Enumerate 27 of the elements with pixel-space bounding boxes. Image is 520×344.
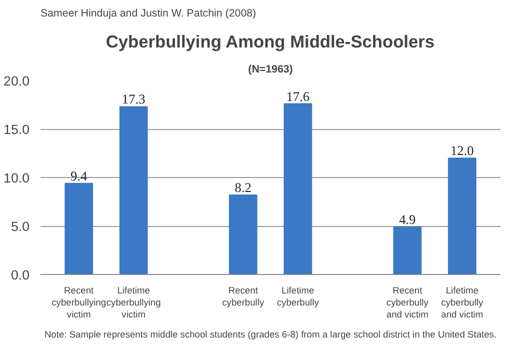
x-tick-label: Lifetime cyberbully (276, 286, 320, 308)
data-label: 4.9 (399, 212, 416, 227)
bar (119, 106, 148, 274)
y-tick-label: 5.0 (10, 219, 30, 234)
bar (393, 226, 422, 274)
x-tick-label: Recent cyberbully (222, 286, 264, 308)
text: Note: Sample represents middle school students (grades 6-8) from a large school district in the United States. (44, 330, 497, 340)
data-label: 8.2 (234, 180, 252, 195)
chart-subtitle: (N=1963) (248, 64, 294, 76)
data-label: 12.0 (450, 143, 474, 158)
bar (448, 158, 476, 274)
y-tick-label: 20.0 (4, 74, 30, 88)
text: Sameer Hinduja and Justin W. Patchin (2008) (40, 8, 256, 20)
bar (64, 182, 94, 274)
bar (228, 194, 258, 274)
data-label: 9.4 (70, 168, 88, 184)
chart-title: Cyberbullying Among Middle-Schoolers (106, 32, 434, 52)
y-tick-label: 15.0 (4, 122, 30, 137)
x-tick-label: Recent cyberbully and victim (386, 286, 429, 320)
x-tick-label: Recent cyberbullying victim (52, 286, 106, 320)
x-tick-label: Lifetime cyberbullying victim (106, 286, 161, 320)
bar (284, 103, 312, 274)
y-tick-label: 10.0 (4, 170, 30, 186)
y-tick-label: 0.0 (10, 268, 30, 282)
data-label: 17.6 (286, 88, 310, 104)
x-tick-label: Lifetime cyberbully and victim (441, 286, 484, 320)
data-label: 17.3 (122, 92, 146, 107)
